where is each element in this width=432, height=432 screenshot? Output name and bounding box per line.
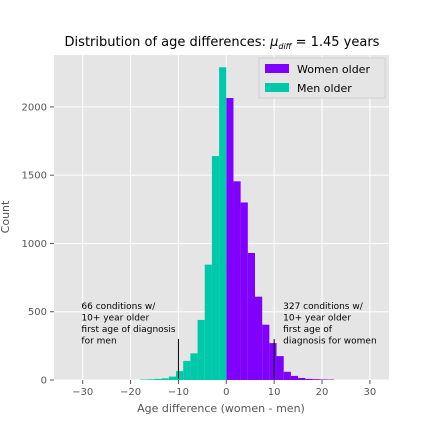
- annotation-text: first age of diagnosis: [81, 325, 175, 335]
- histogram-bar: [290, 375, 299, 380]
- histogram-bar: [319, 379, 327, 380]
- y-tick-label: 0: [41, 376, 47, 387]
- histogram-bar: [276, 356, 284, 380]
- legend-swatch: [265, 64, 289, 73]
- legend-swatch: [265, 83, 289, 92]
- x-axis-label: Age difference (women - men): [137, 402, 305, 415]
- histogram-bar: [176, 371, 184, 380]
- histogram-bar: [233, 181, 241, 380]
- histogram-bar: [168, 376, 177, 380]
- histogram-bar: [240, 202, 248, 380]
- x-tick-label: 20: [316, 387, 329, 398]
- histogram-bar: [283, 371, 291, 380]
- x-tick-label: 0: [223, 387, 229, 398]
- chart-title: Distribution of age differences: μdiff =…: [65, 35, 380, 51]
- x-tick-label: 30: [363, 387, 376, 398]
- histogram-bar: [204, 264, 212, 380]
- annotation-text: 10+ year older: [283, 314, 351, 324]
- annotation-text: first age of: [283, 325, 333, 335]
- histogram-bar: [183, 360, 191, 380]
- annotation-text: for men: [81, 337, 116, 347]
- legend-label: Men older: [297, 82, 352, 95]
- x-tick-label: 10: [268, 387, 281, 398]
- x-tick-label: −30: [72, 387, 93, 398]
- annotation-text: 10+ year older: [81, 314, 149, 324]
- histogram-bar: [154, 378, 162, 380]
- x-tick-label: −10: [168, 387, 189, 398]
- histogram-bar: [197, 319, 205, 380]
- y-tick-label: 500: [28, 307, 47, 318]
- histogram-bar: [190, 353, 198, 380]
- histogram-bar: [269, 343, 277, 380]
- y-tick-label: 1000: [22, 239, 47, 250]
- histogram-bar: [226, 98, 234, 380]
- x-tick-label: −20: [120, 387, 141, 398]
- legend: Women older Men older: [258, 57, 386, 99]
- y-tick-label: 1500: [22, 171, 47, 182]
- histogram-bar: [312, 379, 320, 380]
- histogram-bar: [211, 156, 220, 380]
- histogram-bar: [219, 67, 227, 380]
- annotation-text: 66 conditions w/: [81, 302, 156, 312]
- annotation-text: 327 conditions w/: [283, 302, 364, 312]
- histogram-bar: [298, 377, 306, 380]
- histogram-bar: [305, 378, 313, 380]
- histogram-bar: [161, 378, 169, 380]
- x-axis-ticks: −30 −20 −10 0 10 20 30: [72, 380, 376, 398]
- legend-label: Women older: [297, 63, 370, 76]
- y-tick-label: 2000: [22, 102, 47, 113]
- histogram-bar: [247, 253, 255, 380]
- annotation-text: diagnosis for women: [283, 337, 377, 347]
- histogram-bar: [255, 296, 263, 380]
- histogram-bar: [147, 379, 155, 380]
- y-axis-label: Count: [0, 200, 12, 233]
- y-axis-ticks: 0 500 1000 1500 2000: [22, 102, 54, 387]
- histogram-bar: [262, 324, 270, 380]
- histogram-bars: [140, 67, 334, 380]
